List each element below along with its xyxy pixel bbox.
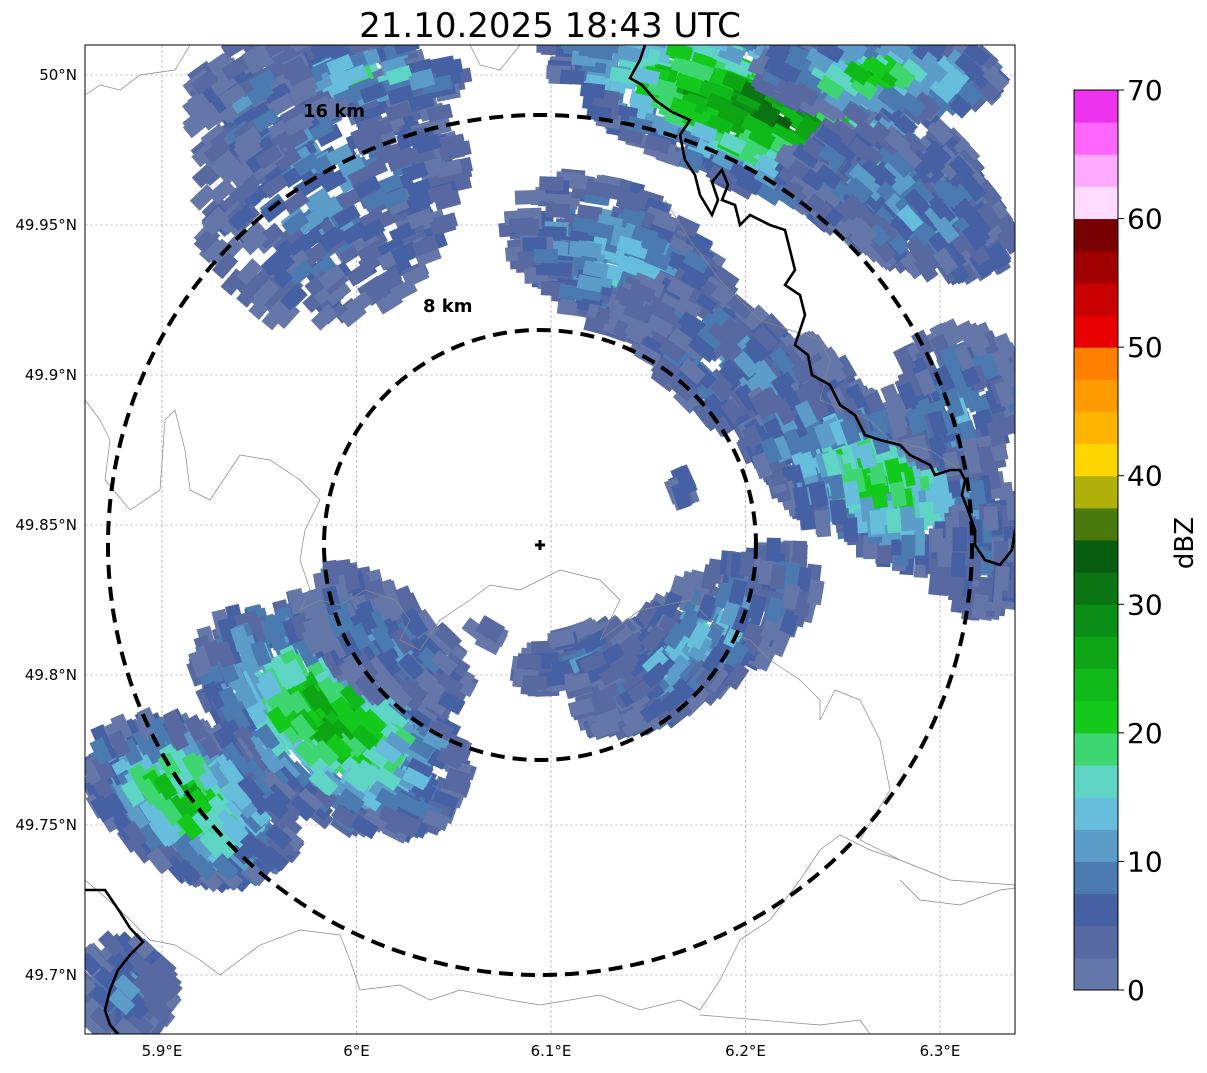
echo-cell <box>1015 528 1029 552</box>
echo-cell <box>1016 553 1031 578</box>
echo-cell <box>334 25 361 47</box>
echo-cell <box>580 82 605 99</box>
echo-cell <box>969 480 986 505</box>
echo-cell <box>800 505 816 530</box>
echo-cell <box>1016 403 1036 430</box>
echo-cell <box>994 566 1010 591</box>
echo-cell <box>814 510 830 535</box>
echo-cell <box>1015 379 1036 406</box>
echo-cell <box>886 508 902 533</box>
echo-cell <box>831 500 848 525</box>
echo-cell <box>751 21 779 43</box>
echo-cell <box>534 249 558 263</box>
echo-cell <box>1014 573 1030 598</box>
echo-cell <box>545 203 570 218</box>
echo-cell <box>303 23 331 45</box>
echo-cell <box>952 527 966 551</box>
echo-cell <box>517 653 542 669</box>
echo-cell <box>1017 386 1037 413</box>
echo-cell <box>983 506 998 531</box>
echo-cell <box>938 543 953 567</box>
map-plot-area: 16 km 8 km <box>67 0 1038 1048</box>
echo-cell <box>901 535 915 559</box>
echo-cell <box>1018 390 1038 417</box>
echo-cell <box>514 219 539 234</box>
echo-cell <box>588 44 614 61</box>
echo-cell <box>547 261 572 277</box>
echo-cell <box>539 176 563 191</box>
echo-cell <box>560 69 585 85</box>
echo-cell <box>994 541 1008 565</box>
echo-cell <box>1015 529 1029 553</box>
echo-cell <box>763 21 791 44</box>
echo-cell <box>900 506 916 531</box>
echo-cell <box>523 675 547 690</box>
figure-title: 21.10.2025 18:43 UTC <box>359 6 741 46</box>
echo-cell <box>966 556 981 581</box>
echo-cell <box>746 17 774 39</box>
echo-cell <box>1015 373 1036 400</box>
echo-cell <box>515 190 539 205</box>
echo-cell <box>948 576 964 601</box>
echo-cell <box>1011 566 1027 591</box>
echo-cell <box>766 538 780 562</box>
echo-cell <box>951 552 966 577</box>
